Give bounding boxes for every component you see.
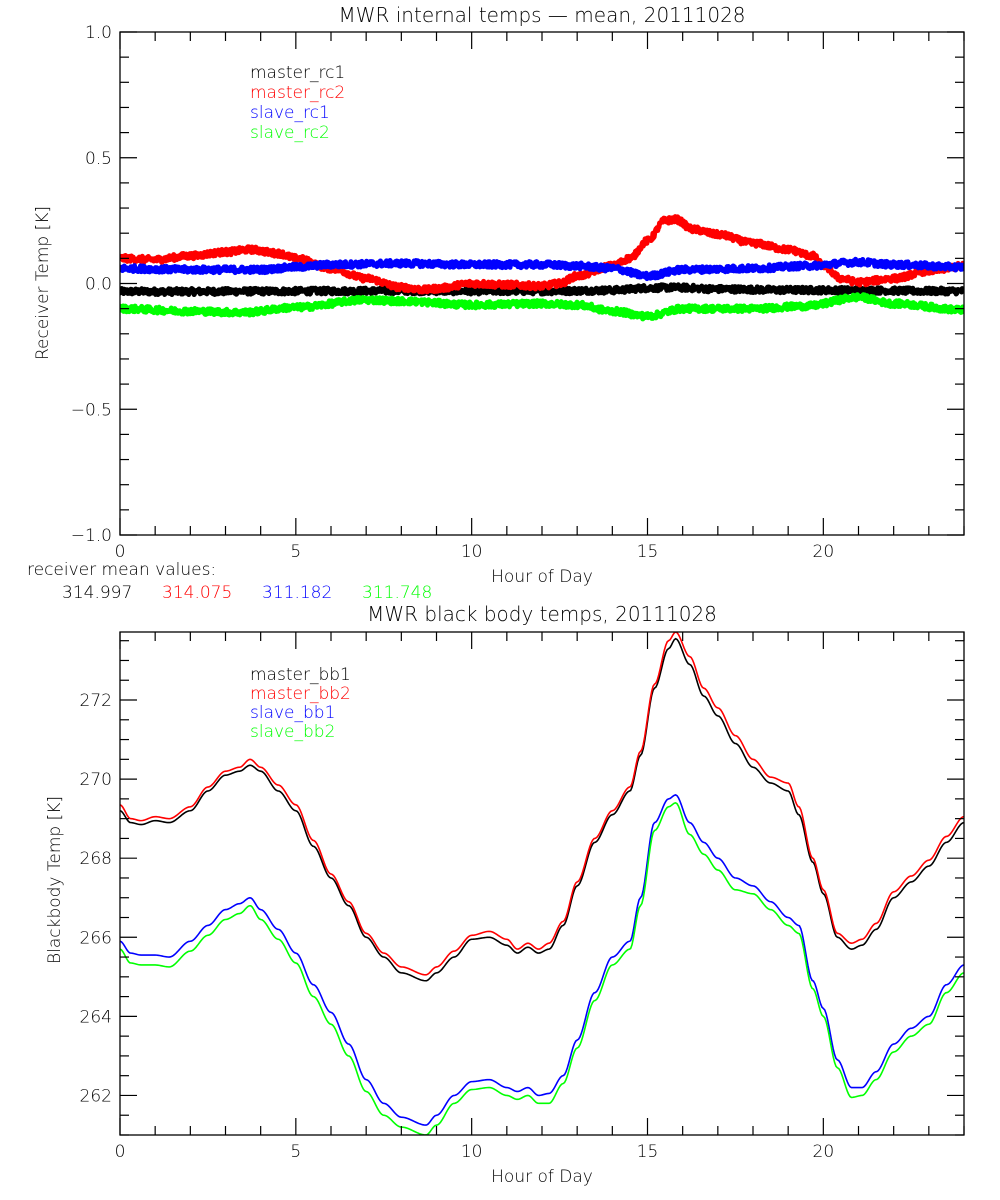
- series-line-slave-rc2: [120, 292, 964, 322]
- series-line-master-rc2: [120, 214, 964, 295]
- mean-values-annotation: receiver mean values: 314.997 314.075 31…: [27, 560, 432, 603]
- legend-item: slave_bb1: [250, 703, 335, 723]
- series-line-master-bb2: [120, 632, 964, 976]
- y-tick-label: 272: [80, 691, 112, 711]
- x-axis-label: Hour of Day: [491, 1167, 593, 1187]
- x-tick-label: 20: [813, 542, 835, 562]
- series-layer: [120, 632, 964, 1135]
- chart-title: MWR black body temps, 20111028: [367, 602, 717, 626]
- y-tick-label: 0.5: [85, 149, 112, 169]
- chart-title: MWR internal temps — mean, 20111028: [338, 3, 745, 27]
- legend-item: master_bb2: [250, 684, 351, 704]
- x-tick-label: 15: [637, 542, 659, 562]
- legend: master_bb1 master_bb2 slave_bb1 slave_bb…: [250, 665, 351, 742]
- y-axis-label: Receiver Temp [K]: [33, 206, 53, 360]
- x-tick-label: 15: [637, 1142, 659, 1162]
- legend-item: master_rc1: [250, 63, 345, 83]
- axis-ticks: 0 5 10 15 20 262 264 266 268 270 272: [80, 632, 965, 1162]
- y-tick-label: 1.0: [85, 23, 112, 43]
- x-tick-label: 0: [115, 1142, 126, 1162]
- y-tick-label: −0.5: [71, 400, 112, 420]
- x-tick-label: 10: [461, 542, 483, 562]
- blackbody-temps-panel: MWR black body temps, 20111028 0 5 10 15 20 2…: [45, 602, 965, 1187]
- series-line-master-bb1: [120, 637, 964, 982]
- y-tick-label: 266: [80, 928, 112, 948]
- y-tick-label: 262: [80, 1086, 112, 1106]
- mean-value: 311.182: [262, 583, 332, 603]
- legend-item: master_rc2: [250, 83, 345, 103]
- axis-ticks: 0 5 10 15 20 −1.0 −0.5 0.0 0.5 1.0: [71, 23, 965, 562]
- legend-item: slave_rc1: [250, 103, 330, 123]
- y-tick-label: −1.0: [71, 526, 112, 546]
- y-tick-label: 270: [80, 770, 112, 790]
- mean-value: 314.997: [62, 583, 132, 603]
- series-layer: [120, 214, 964, 322]
- legend-item: master_bb1: [250, 665, 351, 685]
- x-tick-label: 20: [813, 1142, 835, 1162]
- x-tick-label: 0: [115, 542, 126, 562]
- legend-item: slave_rc2: [250, 123, 330, 143]
- y-axis-label: Blackbody Temp [K]: [45, 796, 65, 964]
- y-tick-label: 0.0: [85, 275, 112, 295]
- x-tick-label: 5: [290, 542, 301, 562]
- mean-value: 314.075: [162, 583, 232, 603]
- x-tick-label: 5: [290, 1142, 301, 1162]
- mean-value: 311.748: [362, 583, 432, 603]
- x-axis-label: Hour of Day: [491, 567, 593, 587]
- series-line-slave-bb2: [120, 801, 964, 1135]
- receiver-temps-panel: MWR internal temps — mean, 20111028 0 5 10…: [27, 3, 965, 603]
- x-tick-label: 10: [461, 1142, 483, 1162]
- series-line-slave-rc1: [120, 256, 964, 282]
- series-line-slave-bb1: [120, 794, 964, 1126]
- series-line-master-rc1: [120, 282, 964, 298]
- legend-item: slave_bb2: [250, 722, 335, 742]
- mean-values-label: receiver mean values:: [27, 560, 216, 580]
- y-tick-label: 264: [80, 1007, 112, 1027]
- y-tick-label: 268: [80, 849, 112, 869]
- legend: master_rc1 master_rc2 slave_rc1 slave_rc…: [250, 63, 345, 143]
